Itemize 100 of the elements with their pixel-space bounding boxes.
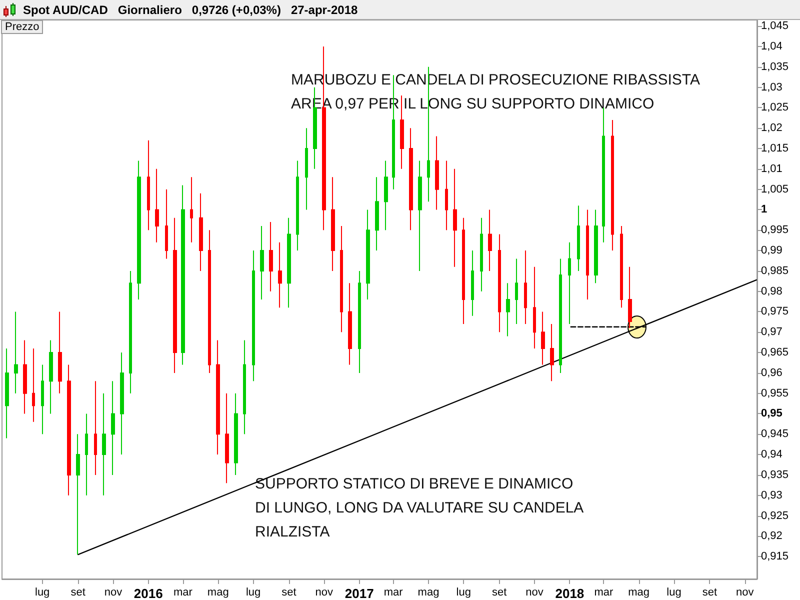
candlestick: [400, 94, 404, 170]
candlestick: [628, 266, 632, 329]
candlestick: [49, 340, 53, 414]
candlestick: [375, 176, 379, 252]
candlestick: [287, 217, 291, 308]
candlestick: [5, 348, 9, 439]
y-tick-label: 0,945: [761, 428, 789, 440]
candlestick: [480, 217, 483, 292]
candlestick: [550, 323, 554, 382]
candlestick: [165, 188, 168, 260]
candlestick: [348, 282, 352, 366]
x-tick-label: mar: [173, 586, 193, 598]
candlestick: [147, 140, 150, 231]
candlestick: [94, 380, 97, 476]
y-tick-label: 0,935: [761, 468, 789, 481]
y-tick-label: 1,005: [761, 183, 789, 196]
candlestick: [358, 270, 361, 374]
candlestick: [541, 311, 545, 366]
x-tick-label: mag: [418, 586, 440, 598]
candlestick: [524, 250, 527, 324]
candlestick: [611, 119, 614, 252]
y-tick-label: 1,02: [761, 122, 782, 134]
candlestick: [137, 160, 141, 300]
candlestick: [243, 340, 246, 435]
x-tick-label: nov: [315, 586, 334, 598]
candlestick: [462, 217, 465, 324]
candlestick: [155, 168, 159, 243]
y-tick-label: 0,975: [761, 306, 789, 318]
candlestick: [296, 160, 299, 252]
x-tick-label: nov: [736, 586, 754, 598]
x-tick-label: nov: [526, 586, 544, 598]
x-tick-label: lug: [35, 586, 50, 598]
y-tick-label: 0,95: [761, 408, 782, 420]
x-tick-label: 2018: [555, 586, 584, 600]
chart-title: Spot AUD/CAD Giornaliero 0,9726 (+0,03%) 27-apr-2018: [23, 2, 358, 16]
candlestick: [602, 107, 605, 243]
candlestick: [129, 270, 132, 394]
candlestick: [32, 348, 35, 422]
candlestick: [216, 340, 220, 456]
candlestick: [85, 413, 88, 496]
candlestick: [173, 217, 177, 374]
y-tick-label: 1,035: [761, 60, 789, 73]
y-tick-label: 1,045: [761, 20, 789, 32]
y-axis-title: Prezzo: [1, 20, 44, 34]
x-tick-label: mar: [384, 586, 404, 598]
candlestick: [409, 128, 413, 231]
candlestick: [208, 230, 211, 374]
x-tick-label: nov: [104, 586, 123, 598]
candlestick: [331, 176, 335, 272]
y-tick-label: 0,96: [761, 366, 782, 379]
y-tick-label: 0,97: [761, 326, 782, 338]
candlestick: [252, 250, 255, 382]
y-tick-label: 0,955: [761, 387, 789, 400]
candlestick: [41, 364, 44, 435]
x-tick-label: lug: [666, 586, 682, 598]
candlestick: [498, 234, 501, 333]
candlestick: [111, 380, 115, 476]
y-tick-label: 1: [761, 204, 768, 216]
candlestick: [586, 209, 589, 300]
y-tick-label: 1,015: [761, 142, 789, 155]
candlestick: [278, 242, 282, 308]
candlestick: [181, 184, 185, 366]
y-tick-label: 0,94: [761, 448, 782, 461]
candlestick: [199, 192, 203, 272]
candlestick: [234, 392, 238, 476]
candlestick: [568, 242, 571, 324]
candlestick: [453, 168, 457, 268]
candlestick: [67, 364, 71, 496]
candlestick: [488, 209, 492, 272]
candlestick: [58, 311, 62, 394]
candlestick: [225, 392, 229, 484]
candlestick: [559, 258, 562, 374]
candlestick: [102, 392, 106, 496]
y-tick-label: 0,915: [761, 550, 789, 563]
x-tick-label: mag: [207, 586, 229, 598]
candlestick: [506, 282, 510, 337]
x-tick-label: set: [492, 586, 507, 598]
y-tick-label: 0,98: [761, 285, 782, 298]
y-tick-label: 0,985: [761, 264, 789, 277]
candlestick: [384, 160, 388, 231]
candlestick: [418, 160, 422, 272]
candlestick: [577, 205, 580, 272]
y-tick-label: 0,99: [761, 244, 782, 257]
x-tick-label: mar: [594, 586, 614, 598]
candlestick: [305, 128, 308, 210]
y-tick-label: 0,92: [761, 530, 782, 542]
candlestick: [435, 136, 439, 210]
x-tick-label: mag: [628, 586, 650, 598]
y-tick-label: 1,025: [761, 102, 789, 114]
candlestick: [340, 226, 343, 333]
candlestick: [515, 258, 518, 324]
x-tick-label: lug: [456, 586, 471, 598]
x-tick-label: lug: [246, 586, 261, 598]
candlestick: [269, 221, 273, 292]
candlestick: [594, 209, 598, 284]
x-tick-label: 2016: [134, 586, 163, 600]
candlestick: [620, 226, 623, 308]
y-tick-label: 0,93: [761, 489, 782, 502]
candlestick: [190, 176, 193, 243]
y-tick-label: 0,995: [761, 224, 789, 236]
